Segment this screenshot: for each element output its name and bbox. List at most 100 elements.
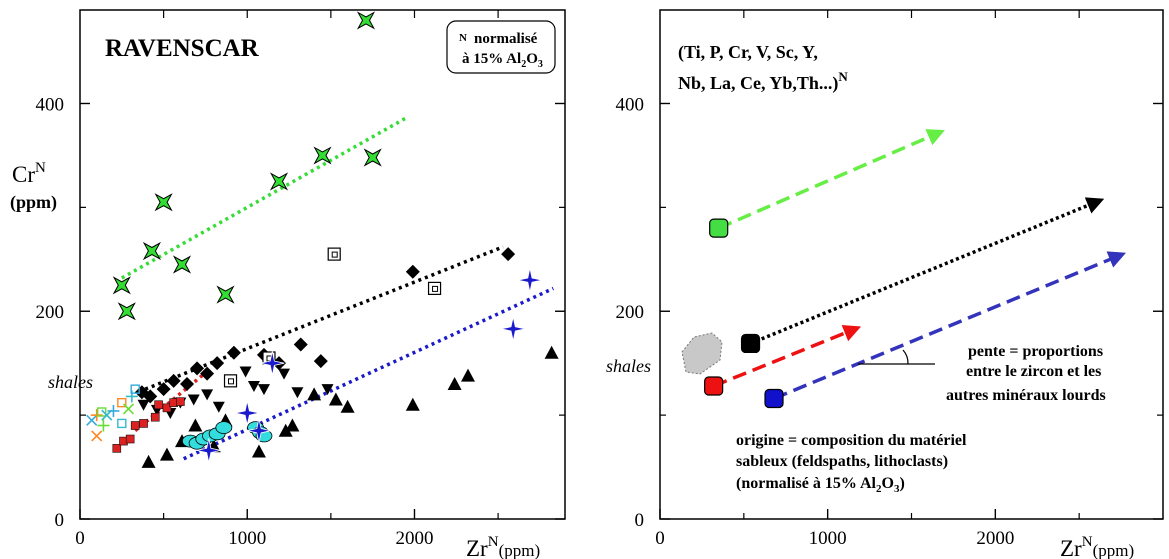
slope-note-line3: autres minéraux lourds bbox=[946, 387, 1106, 404]
shales-region bbox=[681, 332, 723, 375]
black-diamond-point bbox=[190, 361, 205, 376]
red-square-point bbox=[176, 397, 185, 406]
black-triangle-down-point bbox=[239, 366, 252, 378]
open-square-point bbox=[223, 374, 238, 388]
origin-point bbox=[740, 333, 761, 354]
green-star-point bbox=[363, 148, 382, 167]
green-star-point bbox=[356, 11, 376, 30]
normalisation-note-line2: à 15% Al2O3 bbox=[462, 51, 543, 70]
origin-note-line1: origine = composition du matériel bbox=[736, 432, 967, 449]
black-triangle-up-point bbox=[447, 376, 462, 390]
green-star-point bbox=[112, 276, 131, 295]
green-star-point bbox=[216, 285, 235, 304]
shales-cluster-point-b bbox=[86, 414, 98, 426]
green-star-point bbox=[269, 172, 289, 191]
red-square-point bbox=[154, 400, 163, 410]
red-square-point bbox=[162, 403, 172, 413]
left-y-axis-label: CrN bbox=[12, 160, 46, 187]
black-triangle-up-point bbox=[251, 444, 266, 458]
black-triangle-up-point bbox=[544, 345, 559, 359]
black-triangle-up-point bbox=[159, 447, 174, 461]
right-x-tick-label: 2000 bbox=[976, 528, 1014, 549]
red-square-point bbox=[139, 419, 148, 428]
blue-star-point bbox=[517, 268, 542, 293]
black-triangle-up-point bbox=[278, 423, 293, 437]
black-triangle-down-point bbox=[201, 389, 214, 401]
trend-line bbox=[182, 286, 555, 461]
right-x-tick-label: 1000 bbox=[809, 528, 847, 549]
green-star-point bbox=[172, 255, 192, 274]
black-triangle-down-point bbox=[278, 368, 291, 380]
left-shales-label: shales bbox=[48, 372, 93, 392]
red-square-point bbox=[130, 421, 140, 430]
left-y-tick-label: 0 bbox=[55, 510, 65, 531]
slope-angle-arc bbox=[902, 349, 909, 365]
trend-line bbox=[120, 115, 409, 280]
shales-cluster-point bbox=[117, 418, 127, 429]
black-triangle-down-point bbox=[321, 384, 334, 396]
slope-note-line1: pente = proportions bbox=[968, 343, 1103, 360]
black-triangle-up-point bbox=[285, 418, 300, 432]
origin-note-line3: (normalisé à 15% Al2O3) bbox=[736, 475, 905, 495]
black-diamond-point bbox=[501, 247, 516, 262]
right-y-tick-label: 400 bbox=[616, 94, 645, 115]
black-diamond-point bbox=[156, 382, 171, 397]
trend-line bbox=[144, 245, 504, 391]
left-x-tick-label: 1000 bbox=[228, 528, 266, 549]
green-star-point bbox=[142, 241, 161, 261]
black-diamond-point bbox=[226, 345, 241, 360]
black-diamond-point bbox=[180, 376, 195, 391]
left-x-tick-label: 2000 bbox=[395, 528, 433, 549]
left-data-points bbox=[86, 11, 559, 468]
blue-star-point bbox=[235, 400, 260, 426]
right-trend-arrows bbox=[712, 129, 1126, 401]
black-triangle-down-point bbox=[247, 381, 260, 393]
normalisation-note-sup: N bbox=[459, 32, 467, 44]
shales-cluster-point-b bbox=[122, 403, 135, 415]
origin-point bbox=[704, 376, 724, 396]
slope-note-line2: entre le zircon et les bbox=[966, 363, 1101, 380]
green-star-point bbox=[313, 146, 332, 165]
black-triangle-down-point bbox=[257, 384, 270, 396]
left-x-axis-label: ZrN(ppm) bbox=[466, 534, 540, 559]
shales-cluster-point-b bbox=[101, 409, 113, 421]
shales-cluster-point bbox=[130, 384, 140, 394]
black-triangle-up-point bbox=[405, 397, 420, 411]
left-y-axis-unit: (ppm) bbox=[10, 192, 57, 213]
open-square-point-inner bbox=[228, 378, 235, 385]
black-triangle-down-point bbox=[187, 394, 200, 406]
open-square-point-inner bbox=[331, 251, 338, 258]
red-square-point bbox=[112, 444, 122, 453]
normalisation-note-box bbox=[446, 20, 556, 74]
black-triangle-down-point bbox=[137, 399, 150, 411]
open-square-point bbox=[427, 281, 442, 295]
black-triangle-up-point bbox=[141, 454, 156, 468]
green-star-point bbox=[154, 193, 173, 212]
black-diamond-point bbox=[405, 264, 420, 279]
black-triangle-up-point bbox=[188, 418, 203, 432]
left-chart-title: RAVENSCAR bbox=[105, 35, 260, 62]
cyan-circle-point bbox=[215, 421, 233, 434]
normalisation-note-line1: normalisé bbox=[474, 31, 538, 47]
black-triangle-down-point bbox=[291, 387, 304, 399]
elements-list-line1: (Ti, P, Cr, V, Sc, Y, bbox=[678, 42, 818, 63]
left-axis-ticks: 0 1000 2000 0 200 400 bbox=[36, 10, 565, 549]
left-y-tick-label: 200 bbox=[36, 302, 65, 323]
blue-star-point bbox=[501, 316, 526, 341]
open-square-point-inner bbox=[432, 285, 439, 292]
trend-arrow bbox=[712, 324, 862, 388]
green-star-point bbox=[117, 302, 136, 321]
elements-list-line2: Nb, La, Ce, Yb,Th...)N bbox=[678, 69, 848, 94]
blue-star-point bbox=[246, 418, 271, 443]
black-triangle-up-point bbox=[461, 368, 475, 382]
red-square-point bbox=[125, 434, 135, 444]
origin-point bbox=[709, 218, 729, 238]
left-plot-frame bbox=[79, 9, 566, 520]
right-x-tick-label: 0 bbox=[655, 528, 665, 549]
blue-star-point bbox=[196, 438, 221, 463]
origin-point bbox=[764, 388, 784, 409]
left-y-tick-label: 400 bbox=[36, 94, 65, 115]
right-x-axis-label: ZrN(ppm) bbox=[1060, 534, 1134, 559]
trend-arrow bbox=[749, 197, 1105, 346]
